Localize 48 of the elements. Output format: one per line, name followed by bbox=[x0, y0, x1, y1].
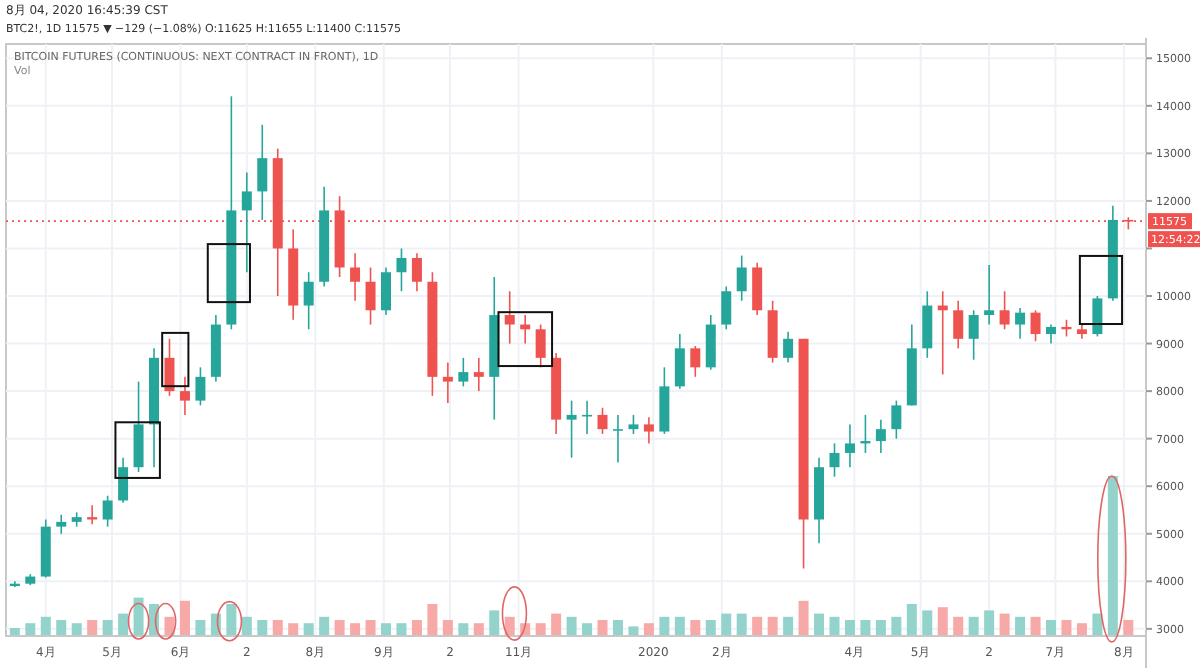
candlestick bbox=[504, 290, 515, 345]
candlestick bbox=[442, 361, 453, 404]
candlestick bbox=[133, 380, 144, 473]
candlestick bbox=[164, 338, 175, 397]
candlestick bbox=[674, 333, 685, 390]
candlestick bbox=[597, 406, 608, 435]
candlestick bbox=[365, 266, 376, 326]
candlestick bbox=[968, 309, 979, 361]
candlestick bbox=[721, 285, 732, 331]
candlestick bbox=[999, 290, 1010, 331]
candlestick bbox=[350, 252, 361, 302]
candlestick bbox=[922, 290, 933, 359]
candlestick bbox=[381, 266, 391, 316]
candlestick bbox=[752, 261, 763, 316]
candlestick bbox=[411, 252, 422, 293]
candlestick bbox=[1092, 295, 1103, 338]
candlestick bbox=[844, 423, 855, 468]
candlestick bbox=[984, 264, 995, 326]
candlestick bbox=[535, 323, 546, 369]
candlestick bbox=[953, 299, 964, 350]
candlestick bbox=[1046, 323, 1056, 345]
candlestick bbox=[473, 357, 484, 392]
candlestick bbox=[1030, 309, 1041, 342]
candlestick bbox=[783, 330, 794, 364]
candlestick bbox=[643, 416, 654, 445]
candlestick bbox=[767, 299, 778, 364]
candlestick bbox=[1015, 307, 1026, 340]
candlestick bbox=[87, 504, 98, 526]
candlestick bbox=[257, 124, 268, 221]
candlestick bbox=[875, 418, 886, 454]
candlestick bbox=[612, 414, 623, 464]
candlestick bbox=[458, 357, 469, 388]
candlestick bbox=[303, 271, 314, 331]
candlestick bbox=[829, 442, 840, 478]
candlestick bbox=[891, 399, 902, 440]
candlestick bbox=[195, 366, 206, 407]
candlestick bbox=[179, 376, 190, 416]
candlestick bbox=[628, 414, 639, 435]
candlestick bbox=[396, 247, 407, 293]
candlestick bbox=[705, 314, 716, 371]
candlestick bbox=[56, 513, 67, 535]
candlestick bbox=[736, 254, 747, 302]
candlestick bbox=[659, 366, 670, 435]
candlestick bbox=[566, 399, 577, 459]
candlestick bbox=[118, 456, 129, 504]
candlestick bbox=[690, 345, 701, 378]
candlestick bbox=[102, 494, 113, 528]
candlestick bbox=[241, 171, 252, 274]
